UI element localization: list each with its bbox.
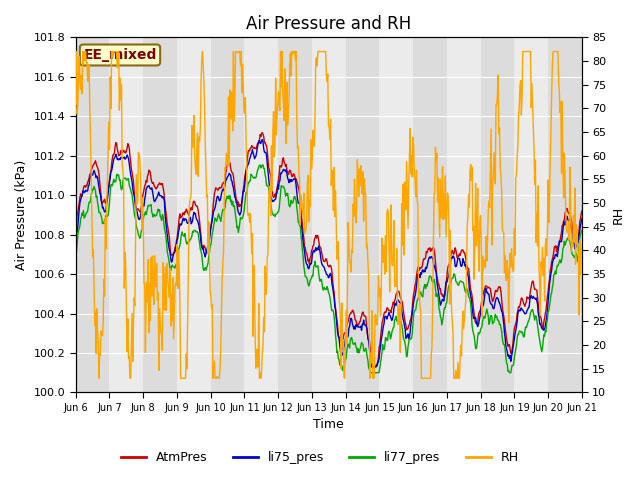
Bar: [177, 37, 211, 393]
Bar: [447, 37, 481, 393]
Bar: [278, 37, 312, 393]
Bar: [548, 37, 582, 393]
Bar: [481, 37, 515, 393]
Bar: [244, 37, 278, 393]
Bar: [346, 37, 380, 393]
Bar: [413, 37, 447, 393]
X-axis label: Time: Time: [314, 419, 344, 432]
Y-axis label: RH: RH: [612, 206, 625, 224]
Legend: AtmPres, li75_pres, li77_pres, RH: AtmPres, li75_pres, li77_pres, RH: [116, 446, 524, 469]
Bar: [312, 37, 346, 393]
Bar: [515, 37, 548, 393]
Text: EE_mixed: EE_mixed: [83, 48, 157, 62]
Title: Air Pressure and RH: Air Pressure and RH: [246, 15, 412, 33]
Bar: [76, 37, 109, 393]
Y-axis label: Air Pressure (kPa): Air Pressure (kPa): [15, 160, 28, 270]
Bar: [380, 37, 413, 393]
Bar: [211, 37, 244, 393]
Bar: [143, 37, 177, 393]
Bar: [109, 37, 143, 393]
